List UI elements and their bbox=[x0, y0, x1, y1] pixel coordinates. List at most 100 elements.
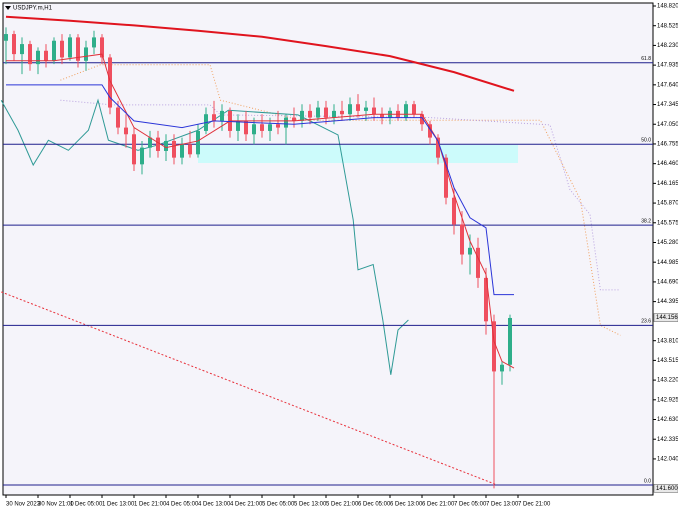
candle-body bbox=[196, 130, 200, 155]
candle-body bbox=[284, 117, 288, 128]
candle-body bbox=[52, 40, 56, 61]
candle-body bbox=[12, 34, 16, 55]
candle-body bbox=[412, 104, 416, 115]
y-tick-label: 142.925 bbox=[657, 397, 678, 403]
candle-body bbox=[100, 37, 104, 58]
x-tick-label: 1 Dec 05:00 bbox=[70, 502, 103, 508]
y-tick-label: 142.335 bbox=[657, 437, 678, 443]
y-tick-label: 147.345 bbox=[657, 102, 678, 108]
candle-body bbox=[132, 134, 136, 165]
candle-body bbox=[332, 110, 336, 118]
candle-body bbox=[460, 224, 464, 255]
x-tick-label: 7 Dec 05:00 bbox=[454, 502, 487, 508]
candle-body bbox=[220, 110, 224, 121]
y-tick-label: 148.525 bbox=[657, 23, 678, 29]
y-tick-label: 146.755 bbox=[657, 142, 678, 148]
trend-line bbox=[1, 291, 498, 486]
x-tick-label: 30 Nov 21:00 bbox=[38, 502, 74, 508]
turn-line bbox=[6, 53, 515, 369]
y-tick-label: 145.575 bbox=[657, 220, 678, 226]
fib-label: 23.6 bbox=[641, 319, 651, 325]
candle-body bbox=[20, 44, 24, 55]
y-tick-label: 147.640 bbox=[657, 82, 678, 88]
y-tick-label: 143.220 bbox=[657, 378, 678, 384]
candle-body bbox=[276, 124, 280, 128]
candle-body bbox=[212, 114, 216, 121]
x-tick-label: 5 Dec 21:00 bbox=[326, 502, 359, 508]
x-tick-label: 7 Dec 13:00 bbox=[486, 502, 519, 508]
price-box bbox=[653, 484, 678, 493]
fib-label: 38.2 bbox=[641, 218, 651, 224]
candle-body bbox=[452, 197, 456, 225]
candle-body bbox=[476, 247, 480, 278]
candle-body bbox=[348, 104, 352, 115]
candle-body bbox=[124, 127, 128, 135]
candle-body bbox=[92, 37, 96, 48]
x-tick-label: 6 Dec 05:00 bbox=[358, 502, 391, 508]
candle-body bbox=[148, 137, 152, 148]
fib-label: 61.8 bbox=[641, 56, 651, 62]
y-tick-label: 144.985 bbox=[657, 260, 678, 266]
candle-body bbox=[468, 247, 472, 255]
candle-body bbox=[252, 124, 256, 135]
moving-average bbox=[5, 15, 515, 92]
price-box bbox=[653, 313, 678, 322]
candle-body bbox=[268, 124, 272, 131]
y-tick-label: 143.515 bbox=[657, 358, 678, 364]
candle-body bbox=[316, 107, 320, 118]
candle-body bbox=[428, 124, 432, 138]
candle-body bbox=[364, 107, 368, 111]
candle-body bbox=[292, 117, 296, 121]
x-tick-label: 6 Dec 13:00 bbox=[390, 502, 423, 508]
candle-body bbox=[300, 110, 304, 121]
candle-body bbox=[180, 144, 184, 158]
candle-body bbox=[444, 157, 448, 198]
candle-body bbox=[28, 44, 32, 65]
candle-body bbox=[492, 321, 496, 372]
candle-body bbox=[76, 37, 80, 61]
candle-body bbox=[500, 364, 504, 372]
candle-body bbox=[244, 120, 248, 135]
x-tick-label: 30 Nov 2023 bbox=[6, 502, 41, 508]
candle-body bbox=[420, 114, 424, 125]
x-tick-label: 7 Dec 21:00 bbox=[518, 502, 551, 508]
x-tick-label: 4 Dec 13:00 bbox=[198, 502, 231, 508]
x-tick-label: 6 Dec 21:00 bbox=[422, 502, 455, 508]
y-tick-label: 147.050 bbox=[657, 122, 678, 128]
zone bbox=[198, 144, 518, 163]
y-tick-label: 144.690 bbox=[657, 279, 678, 285]
candle-body bbox=[324, 107, 328, 118]
candle-body bbox=[404, 104, 408, 118]
fib-label: 50.0 bbox=[641, 138, 651, 144]
candle-body bbox=[308, 110, 312, 118]
candle-body bbox=[172, 140, 176, 158]
candle-body bbox=[164, 140, 168, 151]
candle-body bbox=[116, 107, 120, 128]
x-tick-label: 1 Dec 21:00 bbox=[134, 502, 167, 508]
candle-body bbox=[436, 137, 440, 158]
y-tick-label: 145.280 bbox=[657, 240, 678, 246]
candle-body bbox=[340, 110, 344, 115]
candle-body bbox=[188, 144, 192, 155]
y-tick-label: 146.460 bbox=[657, 161, 678, 167]
y-tick-label: 148.820 bbox=[657, 4, 678, 10]
price-label: 144.156 bbox=[656, 315, 678, 321]
y-tick-label: 143.810 bbox=[657, 338, 678, 344]
price-label: 141.600 bbox=[656, 486, 678, 492]
y-tick-label: 146.165 bbox=[657, 181, 678, 187]
y-tick-label: 142.040 bbox=[657, 457, 678, 463]
candle-body bbox=[140, 147, 144, 165]
title-icon bbox=[5, 6, 11, 10]
y-tick-label: 144.395 bbox=[657, 299, 678, 305]
candle-body bbox=[380, 114, 384, 118]
candle-body bbox=[36, 50, 40, 65]
candle-body bbox=[108, 57, 112, 108]
chart-title: USDJPY.m,H1 bbox=[13, 6, 53, 12]
fib-label: 0.0 bbox=[644, 478, 651, 484]
candle-body bbox=[84, 47, 88, 61]
y-tick-label: 145.870 bbox=[657, 201, 678, 207]
candle-body bbox=[236, 120, 240, 131]
candle-body bbox=[156, 137, 160, 151]
candle-body bbox=[4, 34, 8, 41]
